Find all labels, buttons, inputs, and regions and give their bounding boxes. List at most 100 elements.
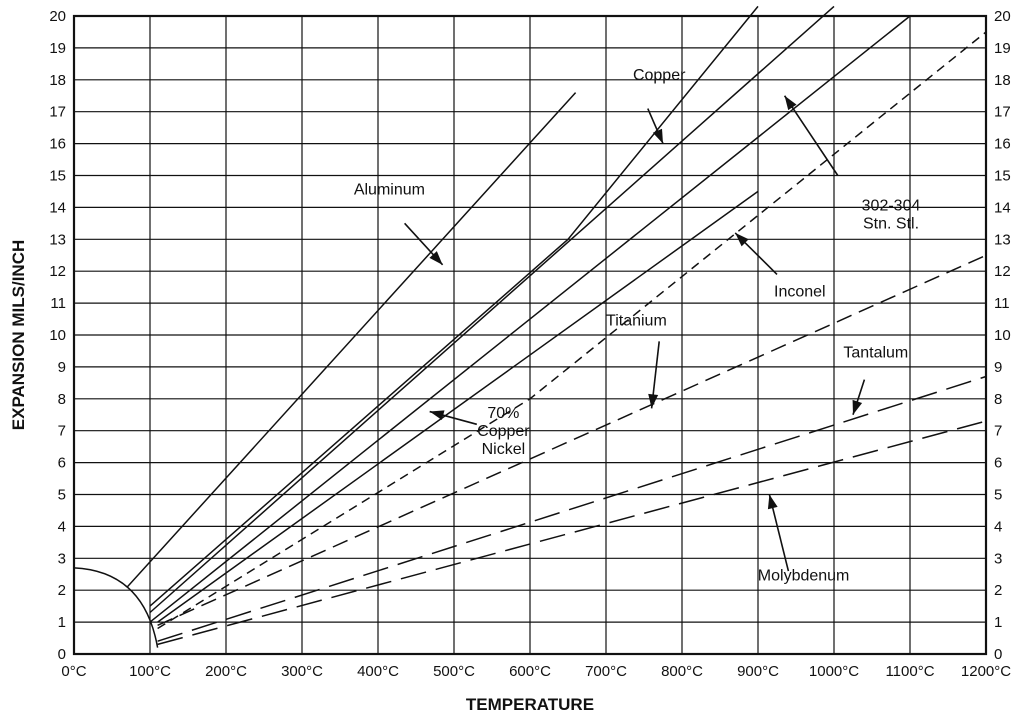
- y-tick-label-left: 10: [49, 327, 66, 344]
- y-tick-label-left: 19: [49, 40, 66, 57]
- annotation-arrowhead: [852, 399, 863, 415]
- annotation-arrowhead: [767, 494, 778, 510]
- series-line: [157, 190, 759, 623]
- y-tick-label-left: 6: [58, 455, 66, 472]
- x-tick-label: 200°C: [205, 663, 247, 680]
- annotation-arrow: [783, 95, 839, 176]
- grid: [73, 16, 986, 654]
- y-tick-label-right: 5: [994, 487, 1002, 504]
- y-tick-label-left: 18: [49, 72, 66, 89]
- y-tick-label-right: 16: [994, 136, 1011, 153]
- annotation-label: Aluminum: [354, 182, 425, 199]
- annotation-arrowhead: [429, 410, 445, 421]
- y-tick-label-right: 0: [994, 646, 1002, 663]
- x-tick-label: 300°C: [281, 663, 323, 680]
- y-tick-label-left: 7: [58, 423, 66, 440]
- series-line: [149, 15, 911, 623]
- y-tick-label-right: 15: [994, 168, 1011, 185]
- annotation: Aluminum: [354, 182, 444, 266]
- y-tick-label-right: 6: [994, 455, 1002, 472]
- annotation: Tantalum: [843, 344, 908, 415]
- y-tick-label-left: 16: [49, 136, 66, 153]
- series-line-copper: [149, 5, 759, 607]
- x-tick-label: 600°C: [509, 663, 551, 680]
- annotation-label: Stn. Stl.: [863, 216, 919, 233]
- annotation-arrowhead: [652, 128, 663, 144]
- series-line-70-copper-nickel: [157, 31, 987, 630]
- y-tick-label-right: 14: [994, 199, 1011, 216]
- series-line-302-304-stn-stl: [149, 5, 835, 614]
- annotation-arrowhead: [648, 393, 659, 409]
- annotation-arrowhead: [784, 95, 797, 111]
- x-tick-label: 500°C: [433, 663, 475, 680]
- y-tick-label-left: 12: [49, 263, 66, 280]
- y-tick-label-left: 11: [50, 295, 66, 312]
- series-line-tantalum: [157, 375, 987, 642]
- annotation-label: Copper: [633, 67, 686, 84]
- series-line-titanium: [157, 254, 987, 626]
- annotation-label: 302-304: [862, 198, 921, 215]
- tick-labels: 0°C 100°C 200°C 300°C 400°C 500°C 600°C 700°C 80…: [49, 8, 1011, 680]
- annotation: Copper: [633, 67, 686, 144]
- y-tick-label-right: 2: [994, 582, 1002, 599]
- x-tick-label: 1100°C: [885, 663, 934, 680]
- y-tick-label-right: 13: [994, 231, 1011, 248]
- annotation-label: Titanium: [606, 312, 667, 329]
- x-tick-label: 1200°C: [961, 663, 1011, 680]
- x-tick-label: 400°C: [357, 663, 399, 680]
- annotation-label: Nickel: [482, 441, 526, 458]
- x-tick-label: 700°C: [585, 663, 627, 680]
- series-lines: [126, 5, 987, 646]
- origin-arc: [73, 567, 159, 648]
- y-tick-label-right: 17: [994, 104, 1011, 121]
- y-tick-label-left: 2: [58, 582, 66, 599]
- annotation-label: Tantalum: [843, 344, 908, 361]
- x-tick-label: 0°C: [61, 663, 86, 680]
- y-tick-label-left: 3: [58, 550, 66, 567]
- y-tick-label-left: 15: [49, 168, 66, 185]
- annotation: Molybdenum: [758, 494, 850, 585]
- annotation: Inconel: [734, 232, 826, 301]
- y-tick-label-right: 20: [994, 8, 1011, 25]
- x-tick-label: 900°C: [737, 663, 779, 680]
- y-tick-label-left: 5: [58, 487, 66, 504]
- y-tick-label-right: 9: [994, 359, 1002, 376]
- y-tick-label-right: 19: [994, 40, 1011, 57]
- y-tick-label-right: 18: [994, 72, 1011, 89]
- y-tick-label-left: 9: [58, 359, 66, 376]
- series-line-aluminum: [126, 92, 577, 588]
- x-tick-label: 100°C: [129, 663, 171, 680]
- y-tick-label-left: 0: [58, 646, 66, 663]
- x-tick-label: 800°C: [661, 663, 703, 680]
- x-axis-title: TEMPERATURE: [466, 695, 594, 714]
- annotation-label: Molybdenum: [758, 568, 850, 585]
- y-tick-label-left: 13: [49, 231, 66, 248]
- annotation-label: Inconel: [774, 284, 826, 301]
- y-tick-label-right: 3: [994, 550, 1002, 567]
- annotation-arrowhead: [735, 232, 749, 247]
- y-tick-label-left: 17: [49, 104, 66, 121]
- annotation-label: Copper: [477, 423, 530, 440]
- y-tick-label-left: 8: [58, 391, 66, 408]
- y-axis-title: EXPANSION MILS/INCH: [9, 240, 28, 430]
- y-tick-label-right: 12: [994, 263, 1011, 280]
- y-tick-label-left: 20: [49, 8, 66, 25]
- y-tick-label-right: 7: [994, 423, 1002, 440]
- annotation-arrowhead: [429, 251, 443, 265]
- annotation: Titanium: [606, 312, 667, 409]
- y-tick-label-right: 11: [994, 295, 1010, 312]
- y-tick-label-right: 4: [994, 518, 1002, 535]
- y-tick-label-left: 4: [58, 518, 66, 535]
- plot-frame: [72, 14, 988, 656]
- y-tick-label-right: 8: [994, 391, 1002, 408]
- y-tick-label-left: 1: [58, 614, 66, 631]
- y-tick-label-right: 10: [994, 327, 1011, 344]
- y-tick-label-left: 14: [49, 199, 66, 216]
- annotation-label: 70%: [487, 405, 519, 422]
- x-tick-label: 1000°C: [809, 663, 859, 680]
- y-tick-label-right: 1: [994, 614, 1002, 631]
